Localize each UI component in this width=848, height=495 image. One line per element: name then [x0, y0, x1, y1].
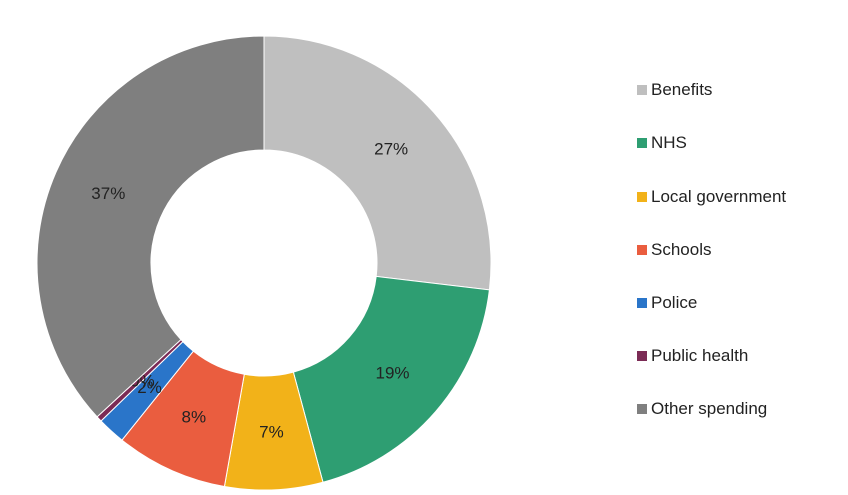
slice-other-spending: [36, 35, 265, 418]
legend-swatch-schools: [637, 245, 647, 255]
legend-label-schools: Schools: [651, 240, 712, 259]
legend-label-police: Police: [651, 293, 698, 312]
slice-benefits: [263, 35, 492, 291]
slice-label-other-spending: 37%: [91, 184, 125, 203]
legend-label-public-health: Public health: [651, 346, 749, 365]
legend-item-schools: Schools: [637, 240, 842, 260]
legend-swatch-public-health: [637, 351, 647, 361]
legend-item-other-spending: Other spending: [637, 399, 842, 419]
legend-item-police: Police: [637, 293, 842, 313]
legend-label-local-government: Local government: [651, 187, 787, 206]
donut-chart: 27%19%7%8%2%0%37%: [36, 35, 492, 491]
slice-nhs: [292, 275, 490, 483]
legend-item-public-health: Public health: [637, 346, 842, 366]
legend-label-other-spending: Other spending: [651, 399, 768, 418]
slice-label-local-government: 7%: [259, 422, 284, 441]
chart-legend: Benefits NHS Local government Schools Police…: [637, 0, 842, 495]
legend-swatch-nhs: [637, 138, 647, 148]
slice-label-benefits: 27%: [374, 140, 408, 159]
legend-item-benefits: Benefits: [637, 80, 842, 100]
legend-swatch-police: [637, 298, 647, 308]
legend-item-local-government: Local government: [637, 187, 842, 207]
slice-label-schools: 8%: [182, 407, 207, 426]
legend-label-benefits: Benefits: [651, 80, 713, 99]
slice-label-police: 2%: [137, 378, 162, 397]
legend-swatch-local-government: [637, 192, 647, 202]
slice-label-nhs: 19%: [376, 364, 410, 383]
legend-label-nhs: NHS: [651, 133, 687, 152]
legend-swatch-other-spending: [637, 404, 647, 414]
legend-swatch-benefits: [637, 85, 647, 95]
legend-item-nhs: NHS: [637, 133, 842, 153]
